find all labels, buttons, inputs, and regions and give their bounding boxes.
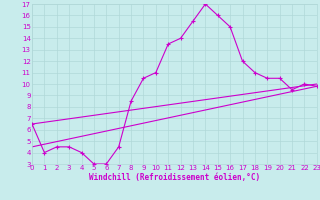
X-axis label: Windchill (Refroidissement éolien,°C): Windchill (Refroidissement éolien,°C) bbox=[89, 173, 260, 182]
